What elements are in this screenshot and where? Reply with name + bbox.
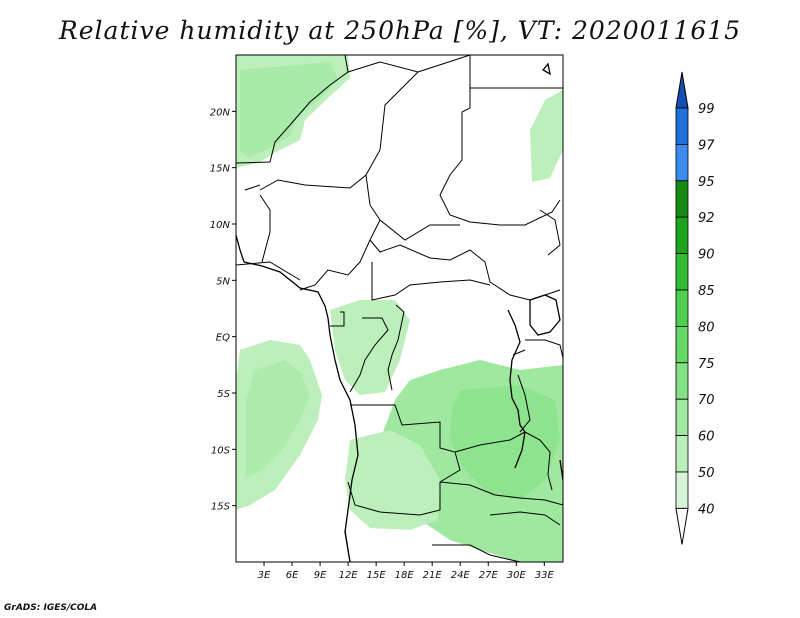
colorbar-swatch: [675, 253, 689, 291]
lat-tick-label: EQ: [216, 333, 230, 344]
colorbar-swatch: [675, 435, 689, 473]
moist-region-sahara-core: [240, 62, 338, 158]
colorbar-level-label: 90: [698, 248, 715, 263]
lon-tick-label: 33E: [535, 570, 555, 581]
lon-tick-label: 18E: [395, 570, 415, 581]
colorbar-level-label: 80: [698, 320, 715, 335]
colorbar-level-label: 99: [698, 102, 715, 117]
colorbar-level-label: 85: [698, 284, 715, 299]
lat-tick-label: 20N: [210, 107, 231, 118]
colorbar-level-label: 97: [698, 138, 715, 153]
colorbar-level-label: 70: [698, 393, 715, 408]
colorbar-level-label: 50: [698, 466, 715, 481]
lat-tick-label: 15N: [210, 164, 231, 175]
lat-tick-label: 10S: [211, 445, 231, 456]
colorbar-swatch: [675, 180, 689, 218]
lat-tick-label: 5N: [216, 276, 230, 287]
lat-tick-label: 15S: [211, 502, 231, 513]
lon-tick-label: 12E: [339, 570, 359, 581]
colorbar-level-label: 60: [698, 430, 715, 445]
moist-region-angola: [345, 430, 440, 530]
colorbar-top-triangle: [675, 71, 689, 109]
colorbar-level-label: 40: [698, 502, 715, 517]
lat-tick-label: 10N: [210, 220, 231, 231]
lon-tick-label: 21E: [423, 570, 443, 581]
coastline: [236, 62, 563, 562]
colorbar-swatch: [675, 216, 689, 254]
colorbar-swatch: [675, 362, 689, 400]
lon-tick-label: 30E: [507, 570, 527, 581]
lon-tick-label: 15E: [367, 570, 387, 581]
colorbar-bottom-triangle: [675, 507, 689, 545]
lon-tick-label: 3E: [258, 570, 271, 581]
longitude-labels: 3E 6E 9E 12E 15E 18E 21E 24E 27E 30E 33E: [258, 562, 555, 581]
lat-tick-label: 5S: [217, 389, 230, 400]
footer-credit: GrADS: IGES/COLA: [4, 603, 98, 613]
colorbar-swatch: [675, 289, 689, 327]
moist-region-northeast: [530, 90, 563, 182]
colorbar: 99 97 95 92 90 85 80 75 70 60 50 40: [675, 71, 715, 545]
colorbar-level-label: 75: [698, 357, 715, 372]
colorbar-swatch: [675, 471, 689, 509]
country-borders: [236, 55, 563, 562]
lon-tick-label: 6E: [286, 570, 299, 581]
lon-tick-label: 24E: [451, 570, 471, 581]
colorbar-swatch: [675, 107, 689, 145]
moist-region-congo-basin: [330, 300, 410, 395]
colorbar-swatch: [675, 143, 689, 182]
moist-region-east-africa-core: [450, 385, 560, 500]
colorbar-level-label: 95: [698, 175, 715, 190]
map-frame: [235, 54, 564, 563]
colorbar-swatch: [675, 325, 689, 364]
lon-tick-label: 27E: [479, 570, 499, 581]
humidity-field: [236, 55, 563, 562]
chart-title: Relative humidity at 250hPa [%], VT: 202…: [58, 16, 742, 45]
lon-tick-label: 9E: [314, 570, 327, 581]
latitude-labels: 20N 15N 10N 5N EQ 5S 10S 15S: [210, 107, 236, 513]
colorbar-level-label: 92: [698, 211, 715, 226]
colorbar-swatch: [675, 398, 689, 437]
moist-region-atlantic-core: [246, 360, 310, 478]
